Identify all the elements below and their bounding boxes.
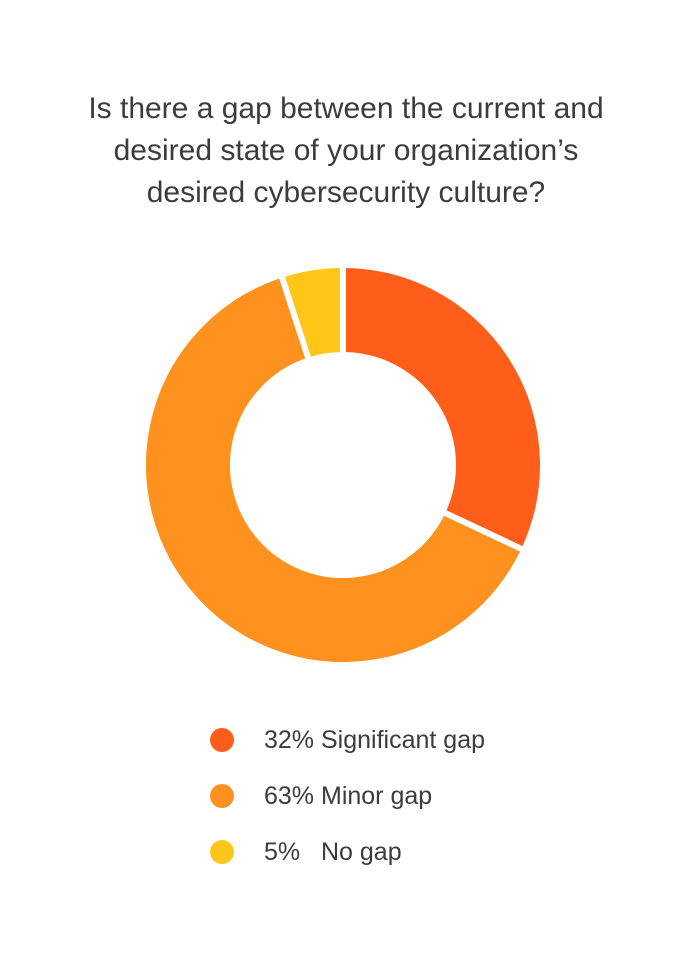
legend-label: No gap xyxy=(321,837,402,866)
legend-item: 63% Minor gap xyxy=(210,768,485,824)
legend-item: 32% Significant gap xyxy=(210,712,485,768)
donut-slice-no-gap xyxy=(277,261,346,365)
chart-title: Is there a gap between the current and d… xyxy=(88,92,604,209)
legend-swatch-no-gap xyxy=(210,840,234,864)
donut-slice-significant-gap xyxy=(340,261,546,555)
legend-value: 5% xyxy=(264,837,301,866)
legend-label: Minor gap xyxy=(321,781,433,810)
legend-value: 32% xyxy=(264,725,315,754)
legend-value: 63% xyxy=(264,781,315,810)
legend-label: Significant gap xyxy=(321,725,486,754)
legend-swatch-minor-gap xyxy=(210,784,234,808)
legend-item: 5% No gap xyxy=(210,824,485,880)
chart-legend: 32% Significant gap 63% Minor gap 5% No … xyxy=(210,712,485,880)
legend-swatch-significant-gap xyxy=(210,728,234,752)
donut-slice-minor-gap xyxy=(140,271,528,668)
